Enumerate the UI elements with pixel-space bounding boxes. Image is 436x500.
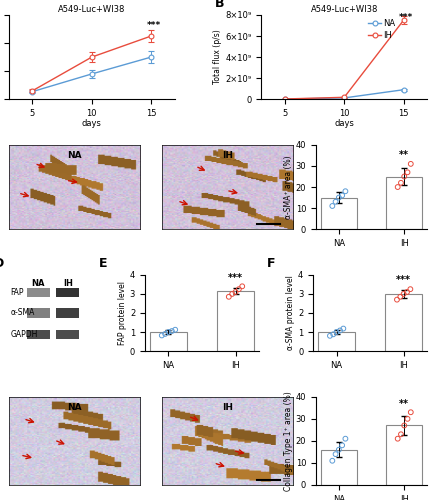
Text: NA: NA bbox=[67, 151, 82, 160]
Point bbox=[165, 328, 172, 336]
Text: ***: *** bbox=[396, 276, 411, 285]
Text: ***: *** bbox=[228, 273, 243, 283]
Point bbox=[401, 172, 408, 180]
Y-axis label: α-SMA⁺ area (%): α-SMA⁺ area (%) bbox=[284, 155, 293, 219]
Point bbox=[333, 328, 340, 336]
Bar bbox=[150, 332, 187, 351]
Bar bbox=[321, 450, 357, 485]
Point bbox=[394, 434, 401, 442]
Title: A549-Luc+WI38: A549-Luc+WI38 bbox=[310, 5, 378, 14]
Point bbox=[158, 332, 165, 340]
Point bbox=[342, 187, 349, 195]
Legend: NA, IH: NA, IH bbox=[368, 19, 395, 40]
Point bbox=[404, 288, 411, 296]
Point bbox=[329, 456, 336, 464]
Text: FAP: FAP bbox=[10, 288, 24, 297]
Point bbox=[168, 327, 175, 335]
Point bbox=[335, 194, 342, 202]
Text: GAPDH: GAPDH bbox=[10, 330, 38, 339]
Point bbox=[397, 293, 404, 301]
Text: IH: IH bbox=[63, 278, 73, 287]
Bar bbox=[217, 291, 254, 351]
Text: F: F bbox=[267, 258, 276, 270]
Bar bbox=[56, 288, 79, 297]
Bar bbox=[321, 198, 357, 229]
Point bbox=[225, 293, 232, 301]
Y-axis label: Collagen Type 1⁺ area (%): Collagen Type 1⁺ area (%) bbox=[284, 391, 293, 491]
Text: ***: *** bbox=[146, 20, 160, 30]
Text: ***: *** bbox=[399, 14, 413, 22]
Point bbox=[393, 296, 400, 304]
Point bbox=[332, 450, 339, 458]
Point bbox=[404, 415, 411, 423]
Point bbox=[329, 202, 336, 210]
X-axis label: days: days bbox=[82, 120, 102, 128]
Bar bbox=[27, 308, 50, 318]
Point bbox=[394, 183, 401, 191]
Point bbox=[232, 288, 239, 296]
Bar bbox=[27, 330, 50, 339]
Point bbox=[340, 324, 347, 332]
Point bbox=[339, 442, 346, 450]
Point bbox=[407, 160, 414, 168]
Point bbox=[228, 290, 235, 298]
Text: **: ** bbox=[399, 150, 409, 160]
X-axis label: days: days bbox=[334, 120, 354, 128]
Point bbox=[172, 326, 179, 334]
Point bbox=[327, 332, 334, 340]
Text: α-SMA: α-SMA bbox=[10, 308, 35, 318]
Bar bbox=[386, 426, 422, 485]
Point bbox=[400, 290, 407, 298]
Bar bbox=[385, 294, 422, 351]
Point bbox=[162, 330, 169, 338]
Text: NA: NA bbox=[31, 278, 44, 287]
Point bbox=[398, 430, 405, 438]
Point bbox=[337, 326, 344, 334]
Point bbox=[407, 408, 414, 416]
Point bbox=[339, 192, 346, 200]
Point bbox=[407, 285, 414, 293]
Bar bbox=[318, 332, 355, 351]
Text: NA: NA bbox=[67, 403, 82, 412]
Point bbox=[235, 285, 242, 293]
Point bbox=[335, 446, 342, 454]
Y-axis label: FAP protein level: FAP protein level bbox=[118, 281, 127, 345]
Point bbox=[398, 179, 405, 187]
Text: **: ** bbox=[399, 399, 409, 409]
Y-axis label: α-SMA protein level: α-SMA protein level bbox=[286, 276, 295, 350]
Point bbox=[239, 282, 246, 290]
Bar bbox=[56, 308, 79, 318]
Point bbox=[330, 330, 337, 338]
Bar bbox=[386, 176, 422, 229]
Text: D: D bbox=[0, 258, 4, 270]
Text: B: B bbox=[215, 0, 224, 10]
Bar bbox=[27, 288, 50, 297]
Text: IH: IH bbox=[222, 403, 233, 412]
Point bbox=[332, 198, 339, 206]
Bar bbox=[56, 330, 79, 339]
Point bbox=[342, 434, 349, 442]
Y-axis label: Total flux (p/s): Total flux (p/s) bbox=[214, 30, 222, 84]
Text: E: E bbox=[99, 258, 108, 270]
Title: A549-Luc+WI38: A549-Luc+WI38 bbox=[58, 5, 126, 14]
Point bbox=[401, 422, 408, 430]
Point bbox=[404, 168, 411, 176]
Text: IH: IH bbox=[222, 151, 233, 160]
